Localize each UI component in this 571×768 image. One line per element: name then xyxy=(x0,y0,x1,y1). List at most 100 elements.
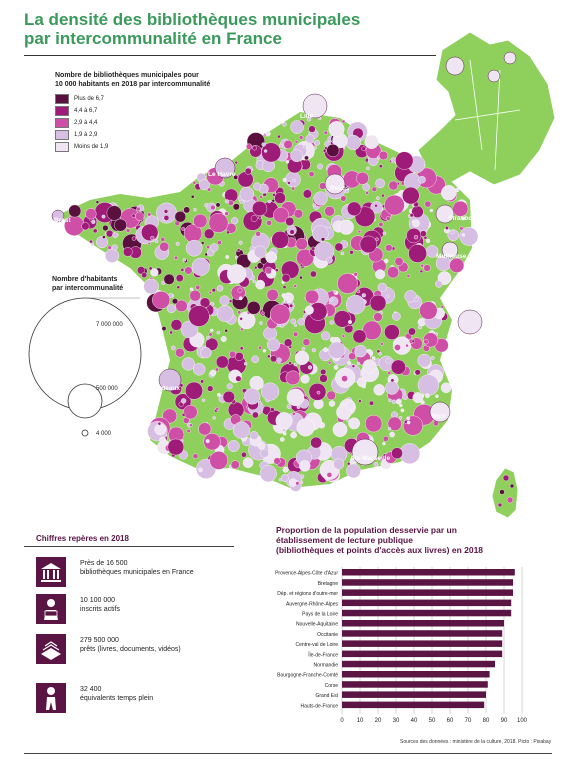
intercommunality-circle xyxy=(312,225,329,242)
intercommunality-circle xyxy=(237,171,254,188)
intercommunality-circle xyxy=(184,266,193,275)
intercommunality-circle xyxy=(190,194,195,199)
intercommunality-circle xyxy=(273,457,281,465)
intercommunality-circle xyxy=(68,204,82,218)
intercommunality-circle xyxy=(290,120,304,134)
intercommunality-circle xyxy=(285,160,290,164)
intercommunality-circle xyxy=(347,462,351,466)
intercommunality-circle xyxy=(290,149,303,162)
intercommunality-circle xyxy=(188,305,210,327)
category-label: Provence-Alpes-Côte d'Azur xyxy=(275,571,338,577)
intercommunality-circle xyxy=(384,324,400,340)
intercommunality-circle xyxy=(333,310,351,328)
intercommunality-circle xyxy=(300,374,310,384)
intercommunality-circle xyxy=(455,187,460,193)
intercommunality-circle xyxy=(356,171,369,185)
intercommunality-circle xyxy=(341,375,348,382)
intercommunality-circle xyxy=(291,186,296,191)
intercommunality-circle xyxy=(328,121,345,138)
intercommunality-circle xyxy=(305,134,315,144)
chart-title-line-1: Proportion de la population desservie pa… xyxy=(276,525,457,535)
intercommunality-circle xyxy=(328,400,336,407)
intercommunality-circle xyxy=(361,384,366,389)
intercommunality-circle xyxy=(270,269,275,273)
key-figure-text: 10 100 000 inscrits actifs xyxy=(80,596,240,614)
intercommunality-circle xyxy=(239,186,255,202)
intercommunality-circle xyxy=(252,145,258,151)
intercommunality-circle xyxy=(152,291,171,310)
intercommunality-circle xyxy=(298,135,304,140)
intercommunality-circle xyxy=(362,359,377,374)
intercommunality-circle xyxy=(296,248,314,267)
x-tick-label: 60 xyxy=(447,718,454,724)
intercommunality-circle xyxy=(371,186,377,192)
intercommunality-circle xyxy=(232,203,240,211)
intercommunality-circle xyxy=(497,502,503,508)
intercommunality-circle xyxy=(262,349,267,353)
intercommunality-circle xyxy=(391,447,403,460)
intercommunality-circle xyxy=(163,215,170,221)
intercommunality-circle xyxy=(419,269,424,274)
legend-item: Plus de 6,7 xyxy=(55,93,245,105)
intercommunality-circle xyxy=(230,285,246,301)
intercommunality-circle xyxy=(176,285,181,290)
intercommunality-circle xyxy=(361,146,366,151)
size-legend-title: Nombre d'habitants par intercommunalité xyxy=(52,276,172,293)
intercommunality-circle xyxy=(192,180,197,185)
intercommunality-circle xyxy=(224,199,230,204)
intercommunality-circle xyxy=(192,363,206,376)
intercommunality-circle xyxy=(394,257,404,266)
intercommunality-circle xyxy=(131,236,137,241)
intercommunality-circle xyxy=(340,251,345,256)
intercommunality-circle xyxy=(390,359,406,375)
intercommunality-circle xyxy=(293,331,299,337)
intercommunality-circle xyxy=(417,374,439,396)
intercommunality-circle xyxy=(237,287,243,293)
color-legend-title-line-2: 10 000 habitants en 2018 par intercommun… xyxy=(55,80,211,88)
intercommunality-circle xyxy=(163,273,175,285)
intercommunality-circle xyxy=(257,215,262,220)
intercommunality-circle xyxy=(349,250,354,255)
intercommunality-circle xyxy=(457,309,483,335)
intercommunality-circle xyxy=(380,342,384,346)
intercommunality-circle xyxy=(440,305,445,309)
intercommunality-circle xyxy=(226,264,247,284)
intercommunality-circle xyxy=(402,394,408,401)
intercommunality-circle xyxy=(352,329,367,344)
intercommunality-circle xyxy=(209,243,219,252)
intercommunality-circle xyxy=(334,242,344,252)
chart-title-line-3: (bibliothèques et points d'accès aux liv… xyxy=(276,545,484,555)
intercommunality-circle xyxy=(417,353,432,368)
intercommunality-circle xyxy=(131,213,136,218)
intercommunality-circle xyxy=(299,275,303,280)
intercommunality-circle xyxy=(211,288,216,293)
intercommunality-circle xyxy=(205,439,210,444)
intercommunality-circle xyxy=(183,206,191,214)
size-circle-medium xyxy=(67,383,103,419)
intercommunality-circle xyxy=(280,474,289,482)
intercommunality-circle xyxy=(509,483,515,489)
category-label: Île-de-France xyxy=(307,651,338,658)
intercommunality-circle xyxy=(256,262,264,270)
intercommunality-circle xyxy=(277,134,281,139)
intercommunality-circle xyxy=(326,390,336,401)
intercommunality-circle xyxy=(459,226,464,231)
intercommunality-circle xyxy=(346,463,361,479)
intercommunality-circle xyxy=(278,143,283,148)
intercommunality-circle xyxy=(406,274,411,278)
intercommunality-circle xyxy=(95,200,100,204)
intercommunality-circle xyxy=(304,289,320,305)
intercommunality-circle xyxy=(378,351,382,356)
intercommunality-circle xyxy=(430,355,435,360)
category-label: Hauts-de-France xyxy=(300,703,338,709)
category-label: Nouvelle-Aquitaine xyxy=(296,622,338,628)
intercommunality-circle xyxy=(388,180,399,191)
intercommunality-circle xyxy=(224,211,229,216)
intercommunality-circle xyxy=(261,382,280,401)
category-label: Normandie xyxy=(314,663,339,669)
intercommunality-circle xyxy=(200,347,212,359)
intercommunality-circle xyxy=(302,189,312,199)
category-label: Corse xyxy=(325,683,339,689)
intercommunality-circle xyxy=(374,203,378,208)
intercommunality-circle xyxy=(285,370,301,386)
